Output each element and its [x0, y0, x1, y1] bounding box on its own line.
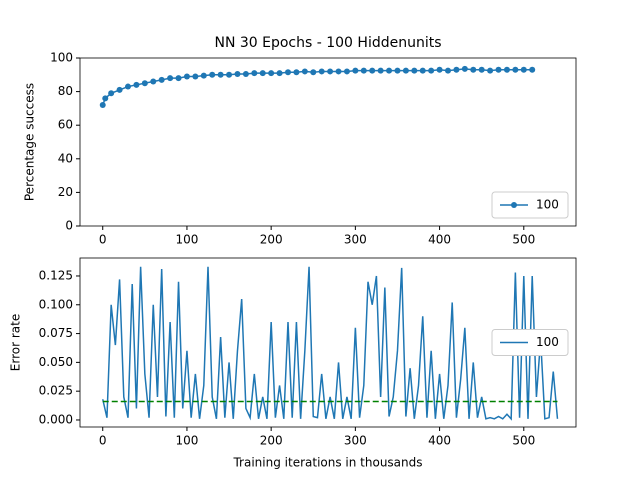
chart-title: NN 30 Epochs - 100 Hiddenunits — [214, 35, 441, 51]
y-tick-label: 0.075 — [39, 326, 73, 340]
legend-label: 100 — [536, 335, 559, 349]
data-point — [192, 73, 199, 80]
data-point — [352, 67, 359, 74]
data-point — [268, 70, 275, 77]
y-tick-label: 0 — [65, 219, 73, 233]
data-point — [133, 81, 140, 88]
data-point — [259, 70, 266, 77]
data-point — [226, 71, 233, 78]
data-point — [102, 95, 109, 102]
data-point — [116, 86, 123, 93]
data-line — [102, 68, 533, 106]
data-point — [234, 70, 241, 77]
data-point — [327, 68, 334, 75]
legend-box — [491, 329, 569, 356]
data-point — [310, 69, 317, 76]
data-point — [386, 67, 393, 74]
x-tick-label: 300 — [344, 233, 367, 247]
data-point — [503, 66, 510, 73]
data-point — [183, 73, 190, 80]
data-point — [445, 67, 451, 74]
y-tick-label: 0.050 — [39, 355, 73, 369]
data-point — [217, 71, 224, 78]
x-tick-label: 400 — [428, 434, 451, 448]
data-point — [377, 67, 384, 74]
data-point — [141, 80, 148, 87]
y-tick-label: 0.000 — [39, 412, 73, 426]
data-point — [428, 67, 435, 74]
y-tick-label: 0.100 — [39, 297, 73, 311]
legend-box — [491, 191, 569, 219]
data-point — [495, 66, 502, 73]
x-tick-label: 500 — [512, 434, 535, 448]
data-point — [436, 66, 443, 73]
data-line — [102, 266, 559, 421]
x-tick-label: 200 — [260, 233, 283, 247]
y-axis-label: Error rate — [9, 314, 23, 371]
x-tick-label: 400 — [428, 233, 451, 247]
x-tick-label: 100 — [175, 233, 198, 247]
data-point — [318, 68, 325, 75]
y-tick-label: 60 — [58, 118, 73, 132]
data-point — [520, 66, 527, 73]
data-point — [419, 67, 426, 74]
data-point — [529, 66, 536, 73]
x-axis-label: Training iterations in thousands — [232, 456, 422, 470]
data-point — [470, 66, 477, 73]
data-point — [200, 72, 207, 79]
data-point — [478, 66, 485, 73]
y-tick-label: 0.125 — [39, 268, 73, 282]
y-tick-label: 100 — [50, 51, 73, 65]
data-point — [108, 90, 115, 97]
y-tick-label: 20 — [58, 185, 73, 199]
data-point — [512, 66, 519, 73]
data-point — [167, 75, 174, 82]
data-point — [209, 71, 216, 78]
data-point — [99, 102, 106, 109]
data-point — [335, 68, 342, 75]
data-point — [369, 67, 376, 74]
data-point — [251, 70, 258, 77]
x-tick-label: 0 — [99, 434, 107, 448]
x-tick-label: 0 — [99, 233, 107, 247]
data-point — [487, 67, 494, 74]
legend-label: 100 — [536, 198, 559, 212]
data-point — [343, 68, 350, 75]
data-point — [242, 70, 249, 77]
data-point — [301, 68, 308, 75]
data-point — [453, 66, 460, 73]
y-tick-label: 40 — [58, 151, 73, 165]
legend-marker — [511, 202, 517, 208]
x-tick-label: 200 — [260, 434, 283, 448]
data-point — [293, 69, 300, 76]
data-point — [125, 83, 131, 90]
data-point — [150, 78, 157, 85]
data-point — [158, 76, 165, 83]
data-point — [402, 67, 409, 74]
data-point — [285, 69, 291, 76]
x-tick-label: 500 — [512, 233, 535, 247]
x-tick-label: 100 — [175, 434, 198, 448]
y-axis-label: Percentage success — [23, 83, 37, 201]
data-point — [360, 67, 367, 74]
data-point — [175, 75, 182, 82]
data-point — [411, 67, 418, 74]
y-tick-label: 0.025 — [39, 384, 73, 398]
data-point — [461, 65, 468, 72]
data-point — [276, 70, 283, 77]
data-point — [394, 67, 401, 74]
y-tick-label: 80 — [58, 84, 73, 98]
x-tick-label: 300 — [344, 434, 367, 448]
axes-frame — [79, 257, 577, 428]
axes-frame — [79, 57, 577, 227]
